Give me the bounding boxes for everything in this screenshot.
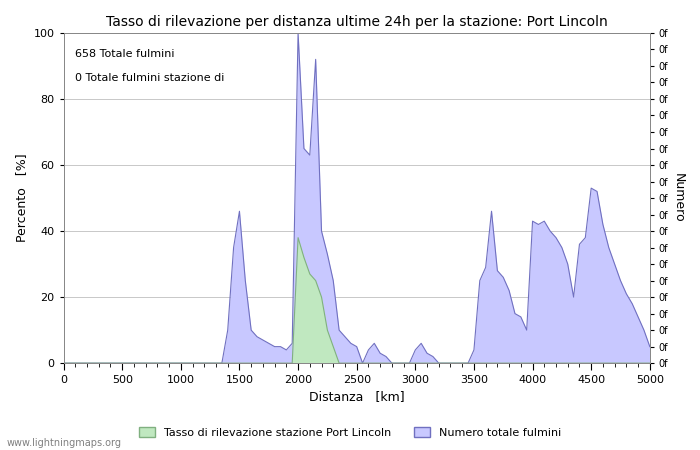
Y-axis label: Numero: Numero [672,173,685,223]
Y-axis label: Percento   [%]: Percento [%] [15,154,28,243]
Text: 0 Totale fulmini stazione di: 0 Totale fulmini stazione di [76,72,225,82]
Legend: Tasso di rilevazione stazione Port Lincoln, Numero totale fulmini: Tasso di rilevazione stazione Port Linco… [134,423,566,442]
Text: www.lightningmaps.org: www.lightningmaps.org [7,438,122,448]
X-axis label: Distanza   [km]: Distanza [km] [309,391,405,404]
Text: 658 Totale fulmini: 658 Totale fulmini [76,50,175,59]
Title: Tasso di rilevazione per distanza ultime 24h per la stazione: Port Lincoln: Tasso di rilevazione per distanza ultime… [106,15,608,29]
